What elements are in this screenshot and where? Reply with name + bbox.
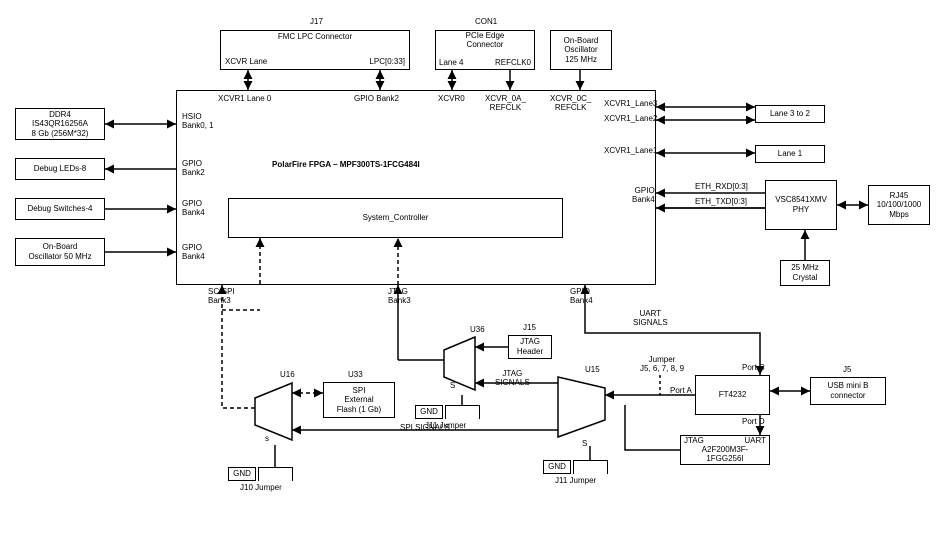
osc125-label: On-Board Oscillator 125 MHz [564, 36, 599, 65]
rj45-label: RJ45 10/100/1000 Mbps [877, 191, 922, 220]
phy-label: VSC8541XMV PHY [775, 195, 827, 214]
spi-flash-box: SPI External Flash (1 Gb) [323, 382, 395, 418]
port-hsio: HSIO Bank0, 1 [182, 113, 214, 131]
fmc-left: XCVR Lane [225, 58, 267, 67]
ddr4-label: DDR4 IS43QR16256A 8 Gb (256M*32) [32, 110, 89, 139]
port-xcvr0a: XCVR_0A_ REFCLK [485, 95, 526, 113]
lane32-label: Lane 3 to 2 [770, 109, 810, 119]
leds-label: Debug LEDs-8 [34, 164, 86, 174]
port-xcvr1l2: XCVR1_Lane2 [604, 115, 657, 124]
gnd-j11a: GND [415, 405, 443, 419]
u15-label: U15 [585, 366, 600, 375]
u15-1: 1 [563, 425, 567, 434]
lane1-label: Lane 1 [778, 149, 802, 159]
u36-mux: MUX [451, 362, 469, 371]
port-jtag3: JTAG Bank3 [388, 288, 411, 306]
j10-label: J10 Jumper [240, 484, 282, 493]
switches-box: Debug Switches-4 [15, 198, 105, 220]
a2f-label: A2F200M3F- 1FGG256I [702, 446, 749, 464]
jtag-header-box: JTAG Header [508, 335, 552, 359]
a2f-box: JTAG UART A2F200M3F- 1FGG256I [680, 435, 770, 465]
u15-s: S [582, 440, 587, 449]
jtag-sig: JTAG SIGNALS [495, 370, 530, 388]
fpga-title: PolarFire FPGA – MPF300TS-1FCG484I [272, 161, 420, 170]
port-scspi: SC-SPI Bank3 [208, 288, 235, 306]
fmc-right: LPC[0:33] [369, 58, 405, 67]
sys-controller: System_Controller [228, 198, 563, 238]
port-gpio2a: GPIO Bank2 [182, 160, 205, 178]
u15-demux: DE MUX [575, 397, 593, 415]
port-xcvr1l0: XCVR1 Lane 0 [218, 95, 271, 104]
rj45-box: RJ45 10/100/1000 Mbps [868, 185, 930, 225]
port-c-label: Port C [742, 364, 765, 373]
port-xcvr0: XCVR0 [438, 95, 465, 104]
port-gpio4b: GPIO Bank4 [182, 244, 205, 262]
j10-jumper [258, 467, 293, 481]
port-gpio4a: GPIO Bank4 [182, 200, 205, 218]
crystal-box: 25 MHz Crystal [780, 260, 830, 286]
u15-0: 0 [563, 380, 567, 389]
fmc-box: FMC LPC Connector XCVR Lane LPC[0:33] [220, 30, 410, 70]
ft4232-box: FT4232 [695, 375, 770, 415]
ft4232-label: FT4232 [719, 390, 747, 400]
u36-1: 1 [467, 339, 471, 348]
lane32-box: Lane 3 to 2 [755, 105, 825, 123]
uart-sig: UART SIGNALS [633, 310, 668, 328]
pcie-left: Lane 4 [439, 59, 463, 68]
u36-label: U36 [470, 326, 485, 335]
u16-mux: MUX [264, 408, 282, 417]
leds-box: Debug LEDs-8 [15, 158, 105, 180]
pcie-label: PCIe Edge Connector [466, 32, 505, 50]
j15-label: J15 [523, 324, 536, 333]
switches-label: Debug Switches-4 [28, 204, 93, 214]
pcie-box: PCIe Edge Connector Lane 4 REFCLK0 [435, 30, 535, 70]
u16-s: s [265, 435, 269, 444]
port-xcvr1l3: XCVR1_Lane3 [604, 100, 657, 109]
u16-1: 1 [282, 420, 286, 429]
pcie-right: REFCLK0 [495, 59, 531, 68]
spi-sig: SPI SIGNALS [400, 424, 450, 433]
port-xcvr1l1: XCVR1_Lane1 [604, 147, 657, 156]
osc50-box: On-Board Oscillator 50 MHz [15, 238, 105, 266]
u36-0: 0 [467, 378, 471, 387]
fmc-ref: J17 [310, 18, 323, 27]
ddr4-box: DDR4 IS43QR16256A 8 Gb (256M*32) [15, 108, 105, 140]
u36-s: S [450, 382, 455, 391]
sys-ctrl-label: System_Controller [363, 213, 429, 223]
crystal-label: 25 MHz Crystal [791, 263, 819, 282]
j11a-jumper [445, 405, 480, 419]
u16-label: U16 [280, 371, 295, 380]
gnd-j11a-label: GND [420, 407, 438, 417]
j11b-label: J11 Jumper [555, 477, 596, 486]
u16-0: 0 [282, 386, 286, 395]
usb-box: USB mini B connector [810, 377, 886, 405]
port-xcvr0c: XCVR_0C_ REFCLK [550, 95, 591, 113]
gnd-j11b-label: GND [548, 462, 566, 472]
j11b-jumper [573, 460, 608, 474]
j5-label: J5 [843, 366, 851, 375]
fpga-outer: PolarFire FPGA – MPF300TS-1FCG484I [176, 90, 656, 285]
port-a-label: Port A [670, 387, 692, 396]
jtag-header-label: JTAG Header [517, 337, 543, 356]
eth-rxd: ETH_RXD[0:3] [695, 183, 748, 192]
gnd-j10-label: GND [233, 469, 251, 479]
eth-txd: ETH_TXD[0:3] [695, 198, 747, 207]
port-d-label: Port D [742, 418, 765, 427]
u33-label: U33 [348, 371, 363, 380]
usb-label: USB mini B connector [828, 381, 869, 400]
osc125-box: On-Board Oscillator 125 MHz [550, 30, 612, 70]
fmc-label: FMC LPC Connector [278, 33, 352, 42]
pcie-ref: CON1 [475, 18, 497, 27]
osc50-label: On-Board Oscillator 50 MHz [28, 242, 91, 261]
gnd-j11b: GND [543, 460, 571, 474]
port-gpio2b: GPIO Bank2 [354, 95, 399, 104]
lane1-box: Lane 1 [755, 145, 825, 163]
gnd-j10: GND [228, 467, 256, 481]
jumper5689: Jumper J5, 6, 7, 8, 9 [640, 356, 684, 374]
port-gpio4c: GPIO Bank4 [570, 288, 593, 306]
phy-box: VSC8541XMV PHY [765, 180, 837, 230]
spi-flash-label: SPI External Flash (1 Gb) [337, 386, 381, 415]
port-gpio4d: GPIO Bank4 [632, 187, 655, 205]
